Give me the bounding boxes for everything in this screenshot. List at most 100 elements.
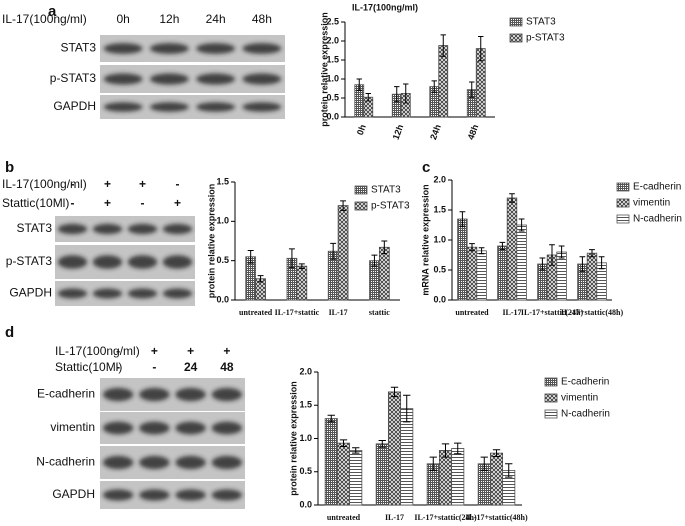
x-tick-label: IL-17+stattic(48h)	[561, 308, 624, 317]
bar	[400, 408, 414, 506]
error-bar	[480, 456, 488, 471]
bar	[336, 442, 351, 506]
condition-sign: -	[152, 360, 156, 374]
error-bar	[288, 248, 295, 269]
bar	[586, 252, 598, 301]
blot-band	[102, 421, 134, 435]
y-tick-label: 1.0	[433, 234, 446, 244]
x-tick-label: IL-17	[329, 308, 348, 317]
blot-band	[102, 489, 134, 501]
x-tick-label: IL-17+stattic	[275, 308, 320, 317]
y-tick-label: 1.0	[216, 216, 229, 226]
legend-label: N-cadherin	[633, 214, 682, 225]
error-bar	[478, 247, 485, 255]
bar	[378, 246, 390, 301]
blot-band	[139, 421, 170, 435]
condition-sign: +	[151, 344, 158, 358]
condition-sign: 48	[220, 360, 234, 374]
condition-label: IL-17(100ng/ml)	[2, 177, 87, 191]
error-bar	[371, 254, 378, 267]
error-bar	[459, 211, 466, 227]
x-tick-label: IL-17+stattic(24h)	[414, 513, 477, 522]
x-tick-label: IL-17+stattic(48h)	[465, 513, 528, 522]
error-bar	[509, 193, 515, 203]
y-tick-label: 0.0	[299, 499, 312, 509]
y-tick-label: 1.5	[433, 204, 446, 214]
y-tick-label: 1.0	[299, 433, 312, 443]
y-tick-label: 2.0	[433, 174, 446, 184]
bar	[337, 205, 349, 301]
blot-band	[211, 455, 243, 470]
blot-band	[103, 43, 143, 54]
error-bar	[505, 463, 513, 478]
error-bar	[589, 249, 595, 258]
error-bar	[469, 81, 475, 98]
blot-band	[127, 288, 158, 299]
error-bar	[390, 386, 399, 398]
x-tick-label: IL-17+stattic(24h)	[521, 308, 584, 317]
x-tick-label: stattic	[369, 308, 390, 317]
error-bar	[247, 249, 254, 264]
error-bar	[441, 443, 450, 458]
condition-sign: +	[104, 196, 111, 210]
y-tick-label: 0.5	[326, 92, 339, 102]
error-bar	[549, 244, 555, 266]
protein-label: E-cadherin	[37, 387, 95, 401]
condition-sign: -	[116, 360, 120, 374]
condition-sign: +	[104, 177, 111, 191]
blot-band	[127, 255, 158, 269]
blot-band	[211, 421, 243, 435]
blot-band	[92, 255, 123, 269]
blot-band	[175, 387, 206, 402]
condition-label: IL-17(100ng/ml)	[55, 344, 140, 358]
legend-label: p-STAT3	[526, 33, 565, 44]
error-bar	[429, 456, 437, 471]
y-tick-label: 0.5	[216, 255, 229, 265]
blot-band	[162, 288, 193, 299]
bar	[476, 250, 487, 301]
protein-label: GAPDH	[9, 286, 52, 300]
x-tick-label: IL-17	[385, 513, 404, 522]
condition-sign: -	[71, 177, 75, 191]
blot-band	[92, 288, 123, 299]
error-bar	[327, 414, 335, 423]
bar	[556, 251, 567, 301]
y-tick-label: 0.0	[216, 294, 229, 304]
legend-label: p-STAT3	[371, 201, 410, 212]
x-tick-label: untreated	[455, 308, 489, 317]
y-tick-label: 1.5	[216, 176, 229, 186]
blot-band	[196, 43, 236, 54]
error-bar	[478, 35, 484, 62]
blot-band	[139, 387, 170, 402]
bar	[489, 452, 504, 506]
blot-band	[211, 489, 243, 501]
error-bar	[340, 200, 347, 211]
legend-label: E-cadherin	[633, 182, 681, 193]
legend-swatch	[544, 377, 558, 387]
blot-band	[175, 421, 206, 435]
legend-label: E-cadherin	[561, 377, 609, 388]
y-axis-label: mRNA relative expression	[420, 184, 430, 295]
legend-label: STAT3	[526, 17, 556, 28]
y-axis-label: protein relative expression	[288, 381, 298, 496]
error-bar	[403, 83, 409, 104]
lane-label: 24h	[206, 12, 226, 26]
protein-label: N-cadherin	[36, 455, 95, 469]
error-bar	[378, 439, 386, 448]
legend-swatch	[544, 409, 558, 419]
error-bar	[539, 257, 546, 271]
blot-band	[57, 255, 88, 269]
error-bar	[492, 449, 501, 457]
protein-label: GAPDH	[53, 99, 96, 113]
y-axis-label: protein relative expression	[206, 184, 216, 299]
error-bar	[579, 256, 586, 272]
y-tick-label: 2.5	[326, 16, 339, 26]
lane-label: 48h	[252, 12, 272, 26]
condition-sign: +	[139, 177, 146, 191]
error-bar	[257, 275, 264, 283]
error-bar	[558, 245, 565, 259]
blot-band	[102, 455, 134, 470]
legend-swatch	[354, 201, 368, 211]
blot-band	[196, 102, 236, 112]
y-tick-label: 0.5	[433, 264, 446, 274]
